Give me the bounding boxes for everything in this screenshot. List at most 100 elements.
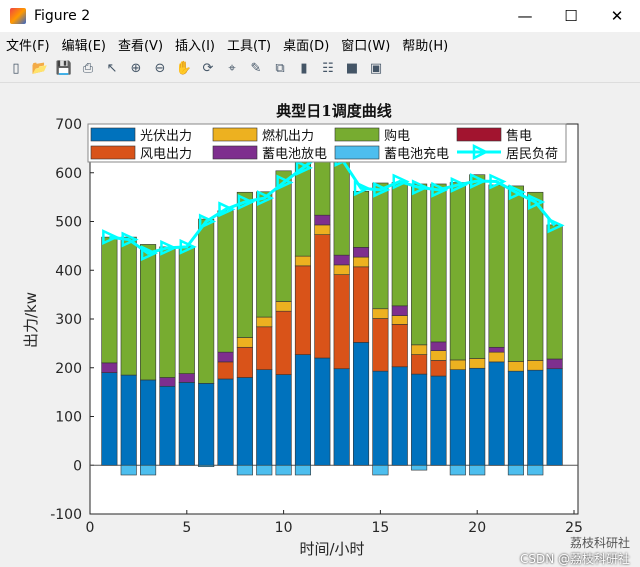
bar-segment xyxy=(391,324,408,368)
bar-segment xyxy=(198,383,215,466)
menu-item[interactable]: 编辑(E) xyxy=(61,38,106,54)
menu-item[interactable]: 插入(I) xyxy=(175,38,216,54)
bar-segment xyxy=(217,378,234,466)
load-marker xyxy=(411,179,430,196)
load-marker xyxy=(256,190,275,207)
bar-segment xyxy=(236,464,253,476)
x-axis-label: 时间/小时 xyxy=(299,540,364,558)
bar-segment xyxy=(314,214,331,226)
rotate-icon[interactable]: ⟳ xyxy=(202,61,214,76)
open-folder-icon[interactable]: 📂 xyxy=(31,61,49,76)
load-marker xyxy=(392,173,410,190)
bar-segment xyxy=(159,385,176,466)
print-icon[interactable]: ⎙ xyxy=(82,61,94,76)
bar-segment xyxy=(352,256,370,268)
legend-label: 售电 xyxy=(506,128,532,144)
bar-segment xyxy=(178,382,195,466)
load-marker xyxy=(431,181,449,198)
toolbar: ▯ 📂 💾 ⎙ ↖ ⊕ ⊖ ✋ ⟳ ⌖ ✎ ⧉ ▮ ☷ ■ ▣ xyxy=(0,56,640,83)
menu-item[interactable]: 查看(V) xyxy=(117,38,164,54)
bar-segment xyxy=(217,210,234,353)
legend-label: 燃机出力 xyxy=(262,128,314,144)
menu-item[interactable]: 文件(F) xyxy=(6,38,50,54)
legend-label: 居民负荷 xyxy=(506,147,558,162)
menu-item[interactable]: 工具(T) xyxy=(227,38,272,54)
bar-segment xyxy=(120,374,137,466)
title-bar: Figure 2 — ☐ ✕ xyxy=(0,0,640,32)
bar-segment xyxy=(217,351,234,363)
bar-segment xyxy=(488,351,505,363)
legend-label: 购电 xyxy=(384,128,410,144)
new-file-icon[interactable]: ▯ xyxy=(12,61,20,76)
pan-icon[interactable]: ✋ xyxy=(175,61,193,76)
bar-segment xyxy=(372,464,389,476)
bar-segment xyxy=(411,183,428,346)
bar-segment xyxy=(352,190,370,248)
bar-segment xyxy=(101,236,118,364)
minimize-button[interactable]: — xyxy=(517,7,533,25)
load-marker xyxy=(198,213,217,230)
bar-segment xyxy=(507,361,524,372)
bar-segment xyxy=(527,191,544,361)
load-marker xyxy=(179,238,197,255)
bar-segment xyxy=(546,358,563,370)
legend-swatch xyxy=(456,127,502,142)
bar-segment xyxy=(391,305,408,316)
y-tick-label: 0 xyxy=(73,458,82,474)
bar-segment xyxy=(469,358,486,369)
zoom-in-icon[interactable]: ⊕ xyxy=(130,61,142,76)
window-title: Figure 2 xyxy=(34,8,91,24)
y-tick-label: 100 xyxy=(55,410,82,426)
load-marker xyxy=(276,174,294,191)
legend-icon[interactable]: ☷ xyxy=(322,61,334,76)
bar-segment xyxy=(140,379,157,466)
bar-segment xyxy=(333,264,350,275)
bar-segment xyxy=(430,341,447,351)
watermark-logo: 荔枝科研社 xyxy=(569,536,630,550)
y-tick-label: 600 xyxy=(55,166,82,182)
bar-segment xyxy=(294,255,312,267)
y-tick-label: -100 xyxy=(50,507,82,523)
close-button[interactable]: ✕ xyxy=(610,7,624,25)
bar-segment xyxy=(159,246,176,378)
bar-segment xyxy=(198,218,215,384)
bar-segment xyxy=(449,182,466,361)
bar-segment xyxy=(430,350,447,361)
colorbar-icon[interactable]: ▮ xyxy=(300,61,308,76)
load-marker xyxy=(140,245,159,262)
bar-segment xyxy=(236,377,253,466)
load-marker xyxy=(160,239,178,256)
zoom-out-icon[interactable]: ⊖ xyxy=(154,61,166,76)
y-axis-label: 出力/kw xyxy=(22,292,40,348)
menu-item[interactable]: 窗口(W) xyxy=(341,38,391,54)
bar-segment xyxy=(294,265,312,355)
maximize-button[interactable]: ☐ xyxy=(564,7,578,25)
bar-segment xyxy=(372,308,389,319)
menu-item[interactable]: 桌面(D) xyxy=(283,38,330,54)
bar-segment xyxy=(411,354,428,375)
show-plot-tools-icon[interactable]: ▣ xyxy=(369,61,383,76)
hide-plot-tools-icon[interactable]: ■ xyxy=(345,61,359,76)
legend-swatch xyxy=(90,127,136,142)
save-icon[interactable]: 💾 xyxy=(55,61,73,76)
bar-segment xyxy=(469,174,486,359)
bar-segment xyxy=(314,357,331,466)
y-tick-label: 700 xyxy=(55,117,82,133)
menu-item[interactable]: 帮助(H) xyxy=(402,38,449,54)
load-marker xyxy=(102,229,120,246)
pointer-icon[interactable]: ↖ xyxy=(106,61,118,76)
load-marker xyxy=(450,176,468,193)
data-cursor-icon[interactable]: ⌖ xyxy=(228,61,236,76)
bar-segment xyxy=(275,310,292,375)
load-marker xyxy=(121,231,139,248)
bar-segment xyxy=(527,360,544,371)
y-tick-label: 200 xyxy=(55,361,82,377)
link-plot-icon[interactable]: ⧉ xyxy=(275,61,285,76)
bar-segment xyxy=(256,464,273,476)
brush-icon[interactable]: ✎ xyxy=(250,61,262,76)
bar-segment xyxy=(120,464,137,476)
x-tick-label: 0 xyxy=(86,520,95,536)
watermark-csdn: CSDN @荔枝科研社 xyxy=(519,552,630,566)
bar-segment xyxy=(236,191,253,338)
